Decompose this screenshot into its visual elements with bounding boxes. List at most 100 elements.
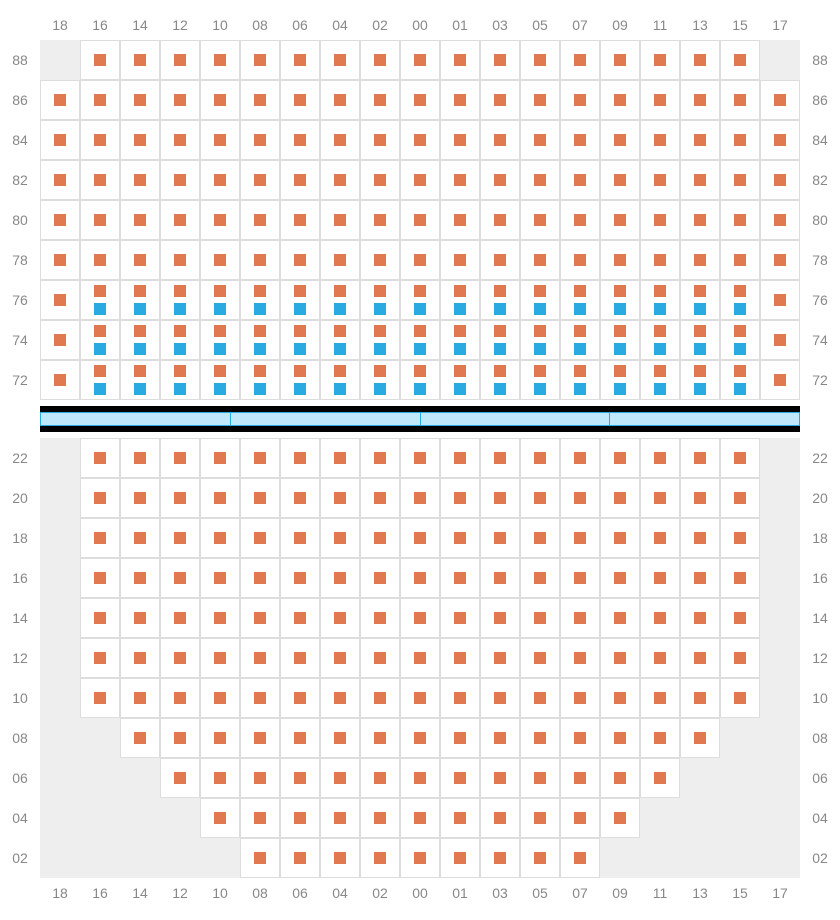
seat-cell[interactable] — [280, 758, 320, 798]
seat-cell[interactable] — [240, 240, 280, 280]
seat-cell[interactable] — [480, 478, 520, 518]
seat-cell[interactable] — [200, 438, 240, 478]
seat-cell[interactable] — [480, 838, 520, 878]
seat-cell[interactable] — [640, 360, 680, 400]
seat-cell[interactable] — [480, 438, 520, 478]
seat-cell[interactable] — [200, 758, 240, 798]
seat-cell[interactable] — [320, 678, 360, 718]
seat-cell[interactable] — [320, 798, 360, 838]
seat-cell[interactable] — [520, 438, 560, 478]
seat-cell[interactable] — [640, 200, 680, 240]
seat-cell[interactable] — [520, 838, 560, 878]
seat-cell[interactable] — [120, 120, 160, 160]
seat-cell[interactable] — [600, 798, 640, 838]
seat-cell[interactable] — [560, 558, 600, 598]
seat-cell[interactable] — [640, 558, 680, 598]
seat-cell[interactable] — [560, 240, 600, 280]
seat-cell[interactable] — [520, 80, 560, 120]
seat-cell[interactable] — [360, 638, 400, 678]
seat-cell[interactable] — [240, 558, 280, 598]
seat-cell[interactable] — [320, 240, 360, 280]
seat-cell[interactable] — [520, 718, 560, 758]
seat-cell[interactable] — [560, 718, 600, 758]
seat-cell[interactable] — [120, 598, 160, 638]
seat-cell[interactable] — [480, 240, 520, 280]
seat-cell[interactable] — [240, 838, 280, 878]
seat-cell[interactable] — [680, 280, 720, 320]
seat-cell[interactable] — [200, 200, 240, 240]
seat-cell[interactable] — [400, 518, 440, 558]
seat-cell[interactable] — [560, 438, 600, 478]
seat-cell[interactable] — [480, 678, 520, 718]
seat-cell[interactable] — [120, 80, 160, 120]
seat-cell[interactable] — [520, 798, 560, 838]
seat-cell[interactable] — [760, 200, 800, 240]
seat-cell[interactable] — [600, 758, 640, 798]
seat-cell[interactable] — [520, 40, 560, 80]
seat-cell[interactable] — [200, 638, 240, 678]
seat-cell[interactable] — [120, 280, 160, 320]
seat-cell[interactable] — [760, 320, 800, 360]
seat-cell[interactable] — [360, 718, 400, 758]
seat-cell[interactable] — [760, 80, 800, 120]
seat-cell[interactable] — [320, 718, 360, 758]
seat-cell[interactable] — [280, 80, 320, 120]
seat-cell[interactable] — [440, 758, 480, 798]
seat-cell[interactable] — [480, 120, 520, 160]
seat-cell[interactable] — [80, 120, 120, 160]
seat-cell[interactable] — [560, 160, 600, 200]
seat-cell[interactable] — [480, 320, 520, 360]
seat-cell[interactable] — [240, 160, 280, 200]
seat-cell[interactable] — [400, 438, 440, 478]
seat-cell[interactable] — [720, 598, 760, 638]
seat-cell[interactable] — [440, 80, 480, 120]
seat-cell[interactable] — [600, 200, 640, 240]
seat-cell[interactable] — [720, 40, 760, 80]
seat-cell[interactable] — [760, 360, 800, 400]
seat-cell[interactable] — [560, 280, 600, 320]
seat-cell[interactable] — [320, 40, 360, 80]
seat-cell[interactable] — [200, 360, 240, 400]
seat-cell[interactable] — [520, 160, 560, 200]
seat-cell[interactable] — [760, 240, 800, 280]
seat-cell[interactable] — [240, 598, 280, 638]
seat-cell[interactable] — [120, 360, 160, 400]
seat-cell[interactable] — [720, 360, 760, 400]
seat-cell[interactable] — [280, 598, 320, 638]
seat-cell[interactable] — [80, 478, 120, 518]
seat-cell[interactable] — [240, 798, 280, 838]
seat-cell[interactable] — [400, 838, 440, 878]
seat-cell[interactable] — [80, 80, 120, 120]
seat-cell[interactable] — [440, 798, 480, 838]
seat-cell[interactable] — [680, 638, 720, 678]
seat-cell[interactable] — [600, 598, 640, 638]
seat-cell[interactable] — [520, 478, 560, 518]
seat-cell[interactable] — [240, 80, 280, 120]
seat-cell[interactable] — [320, 80, 360, 120]
seat-cell[interactable] — [320, 120, 360, 160]
seat-cell[interactable] — [160, 240, 200, 280]
seat-cell[interactable] — [160, 718, 200, 758]
seat-cell[interactable] — [160, 360, 200, 400]
seat-cell[interactable] — [120, 40, 160, 80]
seat-cell[interactable] — [360, 558, 400, 598]
seat-cell[interactable] — [280, 518, 320, 558]
seat-cell[interactable] — [200, 160, 240, 200]
seat-cell[interactable] — [200, 120, 240, 160]
seat-cell[interactable] — [160, 598, 200, 638]
seat-cell[interactable] — [400, 200, 440, 240]
seat-cell[interactable] — [160, 638, 200, 678]
seat-cell[interactable] — [160, 120, 200, 160]
seat-cell[interactable] — [160, 160, 200, 200]
seat-cell[interactable] — [400, 360, 440, 400]
seat-cell[interactable] — [240, 638, 280, 678]
seat-cell[interactable] — [760, 160, 800, 200]
seat-cell[interactable] — [40, 320, 80, 360]
seat-cell[interactable] — [160, 478, 200, 518]
seat-cell[interactable] — [200, 678, 240, 718]
seat-cell[interactable] — [640, 638, 680, 678]
seat-cell[interactable] — [640, 120, 680, 160]
seat-cell[interactable] — [560, 518, 600, 558]
seat-cell[interactable] — [360, 200, 400, 240]
seat-cell[interactable] — [720, 120, 760, 160]
